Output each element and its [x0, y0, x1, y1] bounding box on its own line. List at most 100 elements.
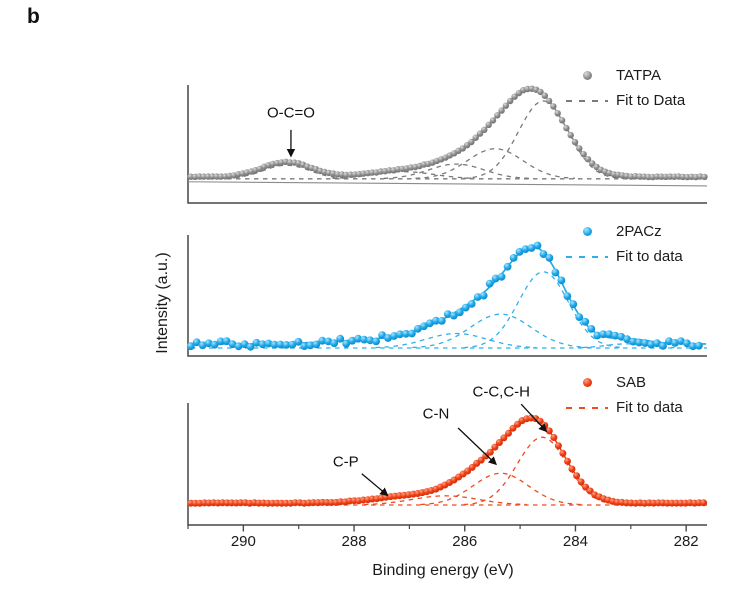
TATPA-data-point: [580, 151, 587, 158]
2PACz-data-point: [288, 340, 297, 349]
TATPA-data-point: [481, 126, 488, 133]
2PACz-data-point: [509, 254, 518, 262]
2pacz-legend-fit-row: Fit to data: [566, 244, 726, 269]
SAB-data-point: [495, 439, 503, 446]
SAB-fit-component-1: [420, 472, 582, 506]
2PACz-data-point: [641, 339, 649, 347]
2PACz-data-point: [557, 276, 566, 285]
2PACz-data-point: [408, 329, 416, 338]
SAB-data-point: [577, 478, 585, 486]
2PACz-data-point: [455, 308, 464, 317]
2PACz-data-point: [258, 340, 267, 349]
2PACz-data-point: [372, 337, 380, 346]
SAB-data-point: [486, 448, 494, 456]
2PACz-data-point: [264, 339, 273, 348]
SAB-data-point: [468, 463, 476, 471]
2PACz-data-point: [186, 342, 195, 351]
2PACz-data-point: [360, 335, 368, 344]
y-axis-label: Intensity (a.u.): [154, 252, 171, 354]
2PACz-data-point: [246, 342, 255, 351]
2PACz-data-point: [354, 334, 362, 343]
2PACz-data-point: [539, 250, 548, 258]
SAB-data-point: [545, 427, 553, 435]
annotation-arrow: [457, 427, 497, 466]
2PACz-data-point: [228, 340, 237, 349]
TATPA-data-point: [550, 103, 557, 110]
2PACz-data-point: [497, 272, 506, 281]
TATPA-fit-component-2: [383, 163, 531, 180]
annotation-c-p: C-P: [332, 453, 359, 471]
TATPA-data-point: [472, 134, 479, 141]
TATPA-data-point: [468, 138, 475, 146]
TATPA-data-point: [494, 112, 501, 119]
2PACz-data-point: [467, 300, 476, 308]
x-axis-label: Binding energy (eV): [372, 562, 514, 579]
2pacz-legend: 2PACz Fit to data: [566, 219, 726, 269]
annotation-o-c-o: O-C=O: [266, 104, 315, 122]
2PACz-data-point: [581, 317, 590, 326]
TATPA-data-point: [502, 102, 510, 109]
2PACz-data-point: [689, 342, 697, 351]
sab-marker-icon: [582, 378, 592, 387]
TATPA-data-point: [476, 130, 484, 137]
SAB-panel-data: [187, 414, 708, 507]
SAB-data-point: [554, 442, 562, 450]
2PACz-data-point: [210, 340, 219, 349]
TATPA-data-point: [545, 97, 553, 105]
2PACz-data-point: [443, 310, 452, 318]
2PACz-data-point: [216, 337, 225, 346]
TATPA-data-point: [558, 117, 566, 124]
TATPA-fit-component-3: [332, 171, 476, 180]
2PACz-data-point: [402, 329, 410, 338]
2PACz-data-point: [222, 337, 231, 345]
SAB-data-point: [564, 457, 571, 465]
SAB-data-point: [509, 424, 517, 432]
2PACz-data-point: [414, 324, 422, 333]
2PACz-data-point: [384, 334, 392, 342]
2PACz-data-point: [635, 338, 643, 347]
SAB-data-point: [505, 429, 512, 437]
2PACz-data-point: [437, 317, 446, 325]
TATPA-data-point: [541, 92, 548, 99]
2PACz-data-point: [342, 339, 351, 348]
SAB-fit-component-2: [364, 495, 527, 506]
annotation-c-n: C-N: [422, 405, 450, 423]
SAB-data-point: [573, 472, 581, 480]
2PACz-data-point: [593, 331, 602, 340]
2PACz-data-point: [348, 336, 357, 345]
2pacz-fit-legend-label: Fit to data: [616, 248, 683, 265]
2PACz-data-point: [629, 337, 637, 346]
2PACz-fit-component-3: [581, 343, 675, 349]
2PACz-data-point: [611, 331, 620, 340]
x-tick-label-284: 284: [562, 533, 588, 550]
sab-legend: SAB Fit to data: [566, 370, 726, 420]
2PACz-data-point: [695, 341, 703, 350]
2pacz-legend-series-row: 2PACz: [566, 219, 726, 244]
2PACz-data-point: [390, 332, 398, 340]
2PACz-data-point: [312, 340, 321, 349]
sab-legend-series-row: SAB: [566, 370, 726, 395]
2PACz-data-point: [282, 341, 291, 349]
TATPA-data-point: [576, 145, 583, 152]
tatpa-fit-legend-label: Fit to Data: [616, 92, 686, 109]
2PACz-data-point: [306, 341, 315, 350]
2PACz-data-point: [485, 279, 494, 288]
2PACz-data-point: [240, 340, 249, 349]
2PACz-panel-axis: [187, 235, 707, 357]
2PACz-data-point: [461, 303, 470, 312]
2PACz-data-point: [671, 339, 679, 347]
2PACz-data-point: [617, 332, 626, 341]
TATPA-data-point: [204, 173, 212, 180]
tatpa-marker-icon: [582, 71, 592, 80]
TATPA-panel-data: [187, 85, 708, 187]
2PACz-data-point: [336, 334, 345, 343]
TATPA-fit-component-4: [226, 164, 348, 180]
2PACz-data-point: [551, 268, 560, 277]
SAB-data-point: [568, 465, 576, 473]
2pacz-marker-icon: [582, 227, 592, 236]
tatpa-legend-fit-row: Fit to Data: [566, 88, 726, 113]
2PACz-data-point: [449, 311, 458, 320]
2PACz-data-point: [270, 340, 279, 349]
